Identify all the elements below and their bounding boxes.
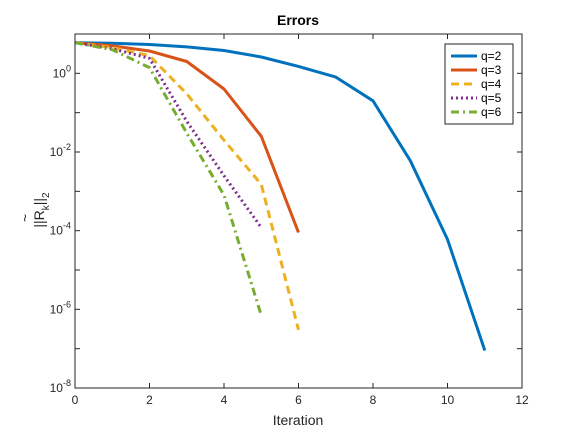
- x-tick-label: 2: [146, 393, 153, 407]
- y-axis-label-tilde: ~: [17, 214, 33, 222]
- x-tick-label: 0: [72, 393, 79, 407]
- x-tick-label: 6: [295, 393, 302, 407]
- series-line-q=3: [74, 41, 300, 234]
- x-tick-label: 10: [441, 393, 455, 407]
- x-axis-label: Iteration: [273, 412, 324, 428]
- x-tick-label: 4: [221, 393, 228, 407]
- series-line-q=2: [74, 41, 487, 351]
- legend-label-q=4: q=4: [481, 77, 502, 91]
- y-axis-label-sub-2: 2: [41, 192, 52, 198]
- y-axis-label: ||Rk||2 ~: [17, 192, 52, 228]
- y-axis-label-norm: ||: [31, 198, 47, 205]
- series-line-q=6: [74, 41, 263, 316]
- legend-label-q=2: q=2: [481, 49, 502, 63]
- legend: q=2q=3q=4q=5q=6: [444, 43, 514, 125]
- legend-label-q=6: q=6: [481, 105, 502, 119]
- y-axis-label-sub-k: k: [41, 204, 52, 210]
- y-tick-label: 10-8: [50, 378, 71, 395]
- chart-title: Errors: [277, 12, 319, 28]
- x-tick-label: 12: [515, 393, 529, 407]
- legend-label-q=5: q=5: [481, 91, 502, 105]
- legend-label-q=3: q=3: [481, 63, 502, 77]
- y-tick-label: 100: [53, 63, 71, 80]
- x-tick-label: 8: [370, 393, 377, 407]
- y-tick-label: 10-2: [50, 142, 71, 159]
- y-tick-label: 10-6: [50, 299, 71, 316]
- y-tick-label: 10-4: [50, 221, 71, 238]
- svg-text:||Rk||2: ||Rk||2: [31, 192, 52, 228]
- y-axis-label-main: ||R: [31, 210, 47, 227]
